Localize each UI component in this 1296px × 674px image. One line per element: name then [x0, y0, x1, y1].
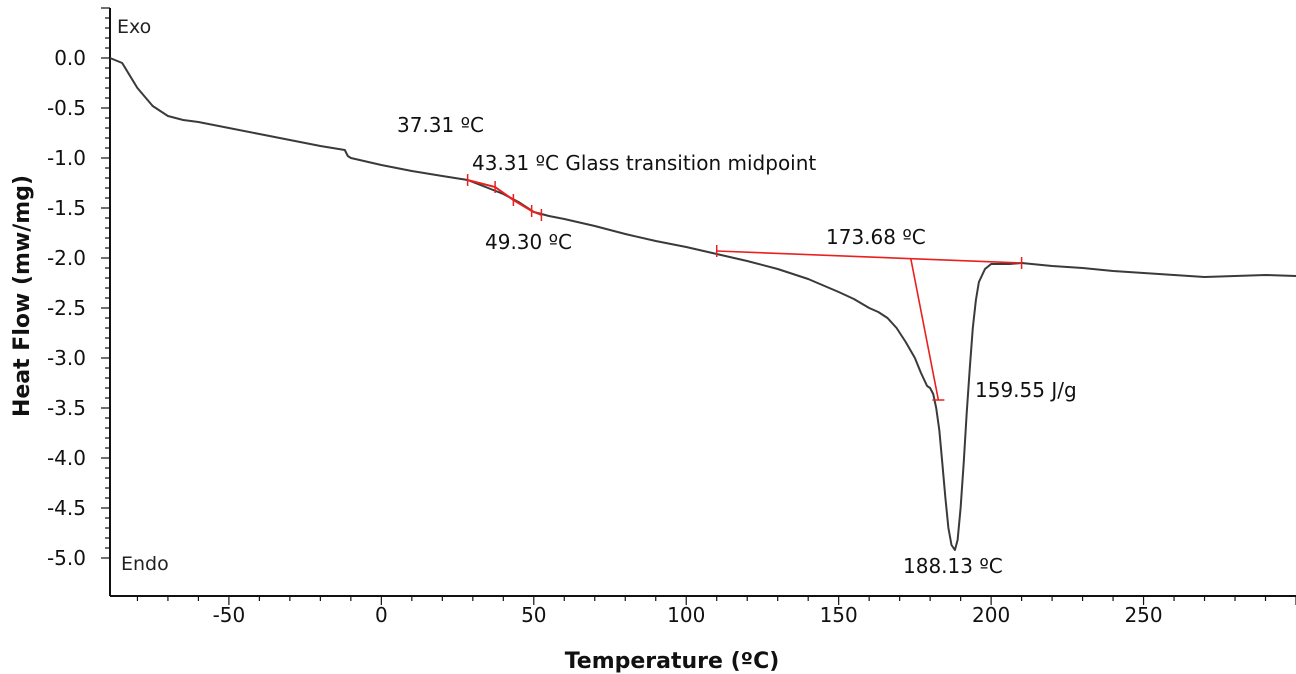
melt-onset-label: 173.68 ºC [826, 225, 926, 249]
y-tick-label: -4.0 [47, 446, 86, 470]
endo-label: Endo [121, 553, 169, 575]
glass-transition-onset-label: 37.31 ºC [397, 113, 484, 137]
x-tick-label: -50 [213, 603, 246, 627]
x-tick-label: 100 [667, 603, 705, 627]
x-tick-label: 150 [820, 603, 858, 627]
y-tick-label: -3.0 [47, 346, 86, 370]
y-tick-label: -4.5 [47, 496, 86, 520]
y-tick-label: -1.5 [47, 196, 86, 220]
heat-flow-series [109, 57, 1296, 551]
y-tick-label: -3.5 [47, 396, 86, 420]
annotations: 37.31 ºC 43.31 ºC Glass transition midpo… [117, 16, 1077, 578]
y-tick-label: -0.5 [47, 96, 86, 120]
glass-transition-end-label: 49.30 ºC [485, 230, 572, 254]
x-axis-title: Temperature (ºC) [565, 649, 780, 674]
tick-labels: -50 0 50 100 150 200 250 0.0 -0.5 -1.0 -1.5 -2.0 -2.… [47, 46, 1163, 627]
y-axis-title: Heat Flow (mw/mg) [10, 175, 35, 417]
analysis-overlays [466, 174, 1023, 401]
exo-label: Exo [117, 16, 151, 38]
axes [109, 8, 1296, 597]
y-tick-label: -2.0 [47, 246, 86, 270]
x-tick-label: 250 [1124, 603, 1162, 627]
y-tick-label: 0.0 [54, 46, 86, 70]
glass-transition-midpoint-label: 43.31 ºC Glass transition midpoint [472, 151, 816, 175]
enthalpy-label: 159.55 J/g [975, 378, 1077, 402]
x-tick-label: 200 [972, 603, 1010, 627]
y-tick-label: -5.0 [47, 546, 86, 570]
peak-temperature-label: 188.13 ºC [903, 554, 1003, 578]
peak-baseline [716, 250, 1022, 264]
x-tick-label: 50 [521, 603, 546, 627]
tick-marks [101, 7, 1296, 605]
heat-flow-curve [109, 57, 1296, 551]
x-tick-label: 0 [375, 603, 388, 627]
onset-tangent-line [910, 258, 940, 401]
y-tick-label: -2.5 [47, 296, 86, 320]
y-tick-label: -1.0 [47, 146, 86, 170]
